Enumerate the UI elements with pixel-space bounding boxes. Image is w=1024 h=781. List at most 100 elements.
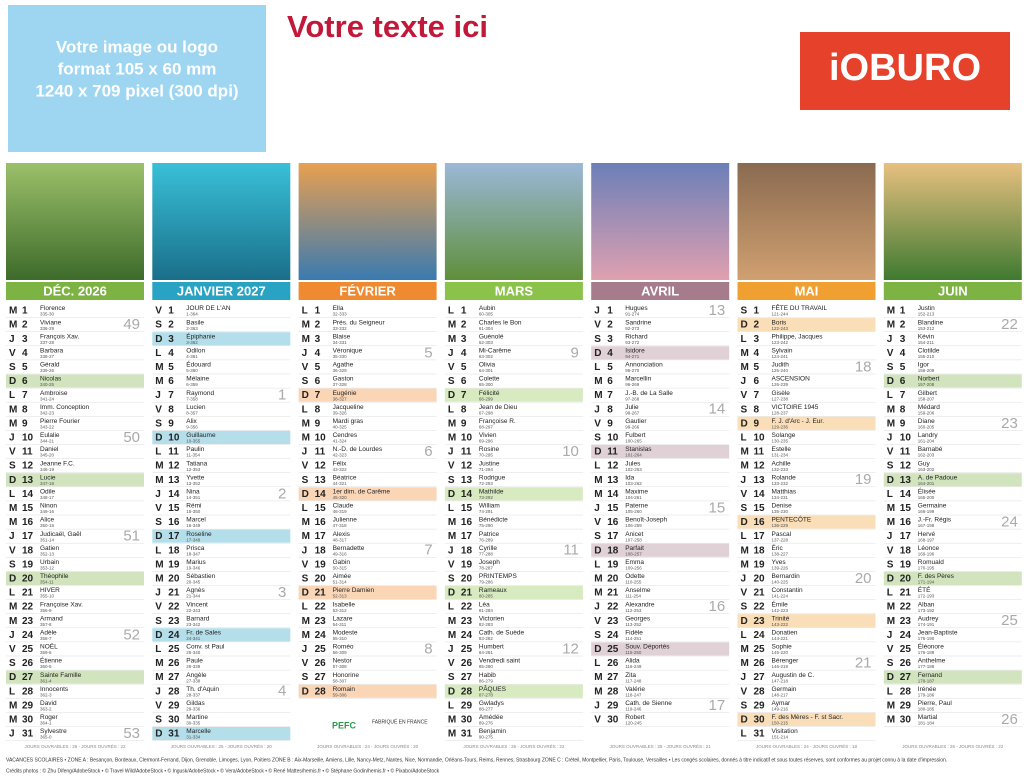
day-of-year: 51-314: [333, 580, 348, 585]
day-letter: M: [741, 362, 749, 373]
week-number: 22: [1001, 316, 1018, 333]
day-number: 18: [22, 545, 34, 556]
day-of-year: 74-291: [479, 509, 494, 514]
month-name: JUIN: [938, 283, 968, 298]
saint-name: NOËL: [40, 643, 58, 651]
day-letter: V: [594, 320, 601, 331]
day-number: 26: [607, 658, 619, 669]
month-photo: [883, 163, 1022, 280]
sunday-band: [152, 727, 291, 741]
day-number: 21: [315, 588, 327, 599]
day-number: 9: [754, 418, 760, 429]
saint-name: Colette: [479, 376, 500, 383]
day-of-year: 163-202: [918, 467, 935, 472]
day-letter: M: [594, 588, 602, 599]
day-letter: S: [302, 376, 309, 387]
saint-name: Judicaël, Gaël: [40, 531, 82, 538]
sunday-band: [591, 346, 730, 360]
day-letter: L: [9, 588, 15, 599]
sunday-band: [298, 388, 437, 402]
day-of-year: 35-330: [333, 354, 348, 359]
day-letter: M: [887, 602, 895, 613]
day-of-year: 151-214: [772, 735, 789, 740]
day-of-year: 173-192: [918, 608, 935, 613]
day-letter: V: [448, 461, 455, 472]
day-number: 19: [315, 559, 327, 570]
day-of-year: 350-15: [40, 523, 55, 528]
day-letter: V: [594, 715, 601, 726]
saint-name: Gatien: [40, 545, 60, 552]
day-letter: J: [741, 574, 747, 585]
day-number: 31: [461, 729, 473, 740]
saint-name: Nicolas: [40, 376, 62, 383]
day-of-year: 20-345: [186, 580, 201, 585]
day-number: 22: [22, 602, 34, 613]
day-of-year: 363-2: [40, 706, 52, 711]
saint-name: F. J. d'Arc - J. Eur.: [772, 418, 825, 425]
day-letter: M: [887, 700, 895, 711]
day-number: 23: [168, 616, 180, 627]
day-number: 8: [168, 404, 174, 415]
day-letter: M: [302, 334, 310, 345]
week-number: 21: [855, 654, 872, 671]
day-of-year: 32-333: [333, 312, 348, 317]
day-letter: M: [448, 433, 456, 444]
day-number: 11: [22, 447, 33, 458]
saint-name: Emma: [625, 559, 644, 566]
day-number: 10: [754, 433, 766, 444]
day-of-year: 360-5: [40, 664, 52, 669]
day-number: 9: [315, 418, 321, 429]
day-number: 29: [461, 700, 473, 711]
day-of-year: 120-245: [625, 721, 642, 726]
saint-name: Stanislas: [625, 446, 652, 453]
saint-name: Isidore: [625, 348, 645, 355]
day-number: 19: [900, 559, 912, 570]
day-number: 21: [754, 588, 766, 599]
saint-name: Alexis: [333, 531, 351, 538]
day-letter: M: [887, 306, 895, 317]
saint-name: Marcellin: [625, 376, 651, 383]
day-of-year: 72-293: [479, 481, 494, 486]
saint-name: Éric: [772, 543, 784, 552]
saint-name: Éléonore: [918, 642, 944, 651]
day-of-year: 36-329: [333, 368, 348, 373]
saint-name: Odile: [40, 489, 56, 496]
day-number: 4: [607, 348, 613, 359]
day-letter: M: [9, 503, 17, 514]
saint-name: Gildas: [186, 700, 205, 707]
day-of-year: 143-222: [772, 622, 789, 627]
saint-name: Conv. st Paul: [186, 644, 225, 651]
day-letter: D: [741, 715, 748, 726]
saint-name: Visitation: [772, 728, 799, 735]
day-number: 17: [168, 531, 180, 542]
saint-name: ASCENSION: [772, 376, 811, 383]
day-letter: L: [887, 686, 893, 697]
week-number: 11: [563, 542, 579, 559]
saint-name: Armand: [40, 615, 63, 622]
day-letter: M: [448, 320, 456, 331]
day-number: 20: [607, 574, 619, 585]
day-number: 18: [168, 545, 180, 556]
day-of-year: 75-290: [479, 523, 494, 528]
saint-name: Maxime: [625, 489, 648, 496]
day-letter: S: [9, 461, 16, 472]
day-letter: J: [887, 433, 893, 444]
month-name: AVRIL: [641, 283, 679, 298]
month-name: FÉVRIER: [339, 283, 396, 298]
day-number: 22: [754, 602, 766, 613]
day-number: 4: [461, 348, 467, 359]
saint-name: Sylvestre: [40, 728, 67, 735]
saint-name: Roger: [40, 714, 59, 721]
day-number: 26: [900, 658, 912, 669]
day-letter: M: [302, 418, 310, 429]
day-letter: D: [887, 475, 894, 486]
saint-name: Paule: [186, 658, 203, 665]
saint-name: Jacqueline: [333, 404, 364, 411]
day-of-year: 43-322: [333, 467, 348, 472]
day-number: 5: [461, 362, 467, 373]
saint-name: N.-D. de Lourdes: [333, 446, 383, 453]
day-number: 27: [22, 672, 34, 683]
day-letter: V: [155, 602, 162, 613]
day-of-year: 50-315: [333, 565, 348, 570]
day-number: 1: [607, 306, 613, 317]
